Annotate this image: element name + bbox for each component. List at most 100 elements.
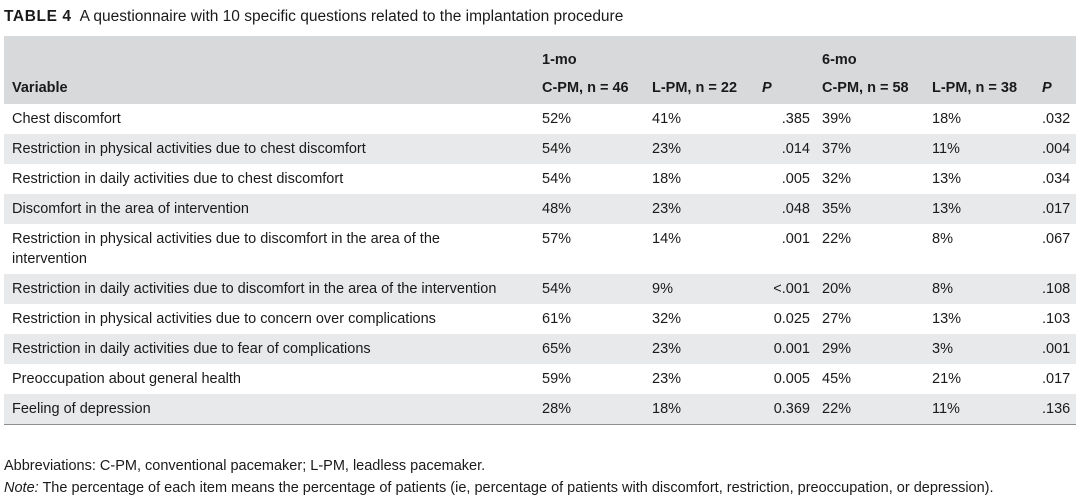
m6-cpm-cell: 45%	[822, 371, 852, 387]
m6-lpm-cell: 13%	[932, 311, 962, 327]
header-1mo-cpm: C-PM, n = 46	[534, 72, 644, 104]
m6-cpm-cell: 29%	[814, 334, 924, 364]
variable-cell: Restriction in daily activities due to c…	[12, 171, 344, 187]
table-row: Restriction in physical activities due t…	[4, 304, 1076, 334]
m6-p-cell: .004	[1034, 134, 1076, 164]
m1-cpm-cell: 52%	[542, 111, 572, 127]
table-row: Restriction in daily activities due to d…	[4, 274, 1076, 304]
table-row: Restriction in physical activities due t…	[4, 134, 1076, 164]
table-row: Preoccupation about general health 59% 2…	[4, 364, 1076, 394]
table-caption: TABLE 4 A questionnaire with 10 specific …	[4, 7, 623, 27]
variable-cell: Restriction in physical activities due t…	[12, 231, 440, 267]
m1-lpm-cell: 23%	[644, 134, 754, 164]
m1-cpm-cell: 65%	[534, 334, 644, 364]
m6-cpm-cell: 39%	[822, 111, 852, 127]
m6-p-cell: .067	[1042, 231, 1071, 247]
table-row: Restriction in daily activities due to f…	[4, 334, 1076, 364]
m1-lpm-cell: 32%	[652, 311, 682, 327]
m6-p-cell: .136	[1034, 394, 1076, 425]
m1-cpm-cell: 28%	[534, 394, 644, 425]
m1-cpm-cell: 59%	[542, 371, 572, 387]
m6-cpm-cell: 32%	[822, 171, 852, 187]
m6-lpm-cell: 21%	[932, 371, 962, 387]
percentage-note: Note: The percentage of each item means …	[4, 477, 994, 499]
m1-p-cell: .014	[754, 134, 814, 164]
m1-lpm-cell: 23%	[644, 194, 754, 224]
table-label: TABLE 4	[4, 8, 72, 25]
m1-p-cell: .001	[781, 231, 810, 247]
m6-p-cell: .032	[1042, 111, 1071, 127]
m6-p-cell: .103	[1042, 311, 1071, 327]
table-title: A questionnaire with 10 specific questio…	[79, 8, 624, 25]
m1-p-cell: .005	[781, 171, 810, 187]
m6-lpm-cell: 13%	[932, 171, 962, 187]
m1-lpm-cell: 23%	[652, 371, 682, 387]
m6-p-cell: .034	[1042, 171, 1071, 187]
header-group-6mo: 6-mo	[814, 36, 1076, 72]
m6-p-cell: .017	[1034, 194, 1076, 224]
table-row: Feeling of depression 28% 18% 0.369 22% …	[4, 394, 1076, 425]
m1-p-cell: .385	[781, 111, 810, 127]
m1-cpm-cell: 61%	[542, 311, 572, 327]
m1-cpm-cell: 54%	[542, 171, 572, 187]
variable-cell: Feeling of depression	[4, 394, 534, 425]
variable-cell: Restriction in daily activities due to d…	[4, 274, 534, 304]
header-column-row: Variable C-PM, n = 46 L-PM, n = 22 P C-P…	[4, 72, 1076, 104]
m6-lpm-cell: 8%	[924, 274, 1034, 304]
header-variable: Variable	[4, 72, 534, 104]
variable-cell: Restriction in daily activities due to f…	[4, 334, 534, 364]
m1-lpm-cell: 9%	[644, 274, 754, 304]
table-row: Restriction in physical activities due t…	[4, 224, 1076, 274]
m1-lpm-cell: 18%	[652, 171, 682, 187]
m1-p-cell: 0.369	[754, 394, 814, 425]
m6-p-cell: .017	[1042, 371, 1071, 387]
note-text: The percentage of each item means the pe…	[38, 480, 994, 496]
m6-lpm-cell: 18%	[932, 111, 962, 127]
m1-lpm-cell: 14%	[652, 231, 682, 247]
m6-lpm-cell: 11%	[924, 134, 1034, 164]
header-blank-cell	[4, 36, 534, 72]
table-row: Chest discomfort 52% 41% .385 39% 18% .0…	[4, 104, 1076, 134]
m6-lpm-cell: 8%	[932, 231, 953, 247]
table-header: 1-mo 6-mo Variable C-PM, n = 46 L-PM, n …	[4, 36, 1076, 104]
variable-cell: Discomfort in the area of intervention	[4, 194, 534, 224]
m6-lpm-cell: 3%	[924, 334, 1034, 364]
m6-lpm-cell: 11%	[924, 394, 1034, 425]
m6-cpm-cell: 37%	[814, 134, 924, 164]
m1-cpm-cell: 48%	[534, 194, 644, 224]
header-6mo-lpm: L-PM, n = 38	[924, 72, 1034, 104]
m6-cpm-cell: 20%	[814, 274, 924, 304]
header-1mo-lpm: L-PM, n = 22	[644, 72, 754, 104]
m1-lpm-cell: 18%	[644, 394, 754, 425]
table-row: Discomfort in the area of intervention 4…	[4, 194, 1076, 224]
note-label: Note:	[4, 480, 39, 496]
m1-lpm-cell: 23%	[644, 334, 754, 364]
m1-p-cell: 0.025	[773, 311, 810, 327]
header-6mo-cpm: C-PM, n = 58	[814, 72, 924, 104]
variable-cell: Restriction in physical activities due t…	[4, 134, 534, 164]
m6-cpm-cell: 22%	[814, 394, 924, 425]
m1-p-cell: .048	[754, 194, 814, 224]
m1-p-cell: 0.005	[773, 371, 810, 387]
m6-cpm-cell: 35%	[814, 194, 924, 224]
m6-cpm-cell: 22%	[822, 231, 852, 247]
table-footnotes: Abbreviations: C-PM, conventional pacema…	[4, 455, 994, 499]
header-group-row: 1-mo 6-mo	[4, 36, 1076, 72]
m1-lpm-cell: 41%	[652, 111, 682, 127]
table-body: Chest discomfort 52% 41% .385 39% 18% .0…	[4, 104, 1076, 425]
table-row: Restriction in daily activities due to c…	[4, 164, 1076, 194]
m1-cpm-cell: 54%	[534, 274, 644, 304]
questionnaire-table: 1-mo 6-mo Variable C-PM, n = 46 L-PM, n …	[4, 36, 1076, 425]
m6-p-cell: .108	[1034, 274, 1076, 304]
m1-cpm-cell: 54%	[534, 134, 644, 164]
variable-cell: Chest discomfort	[12, 111, 121, 127]
m1-p-cell: 0.001	[754, 334, 814, 364]
m1-p-cell: <.001	[754, 274, 814, 304]
m6-cpm-cell: 27%	[822, 311, 852, 327]
m6-lpm-cell: 13%	[924, 194, 1034, 224]
header-6mo-p: P	[1034, 72, 1076, 104]
m6-p-cell: .001	[1034, 334, 1076, 364]
m1-cpm-cell: 57%	[542, 231, 572, 247]
header-1mo-p: P	[754, 72, 814, 104]
